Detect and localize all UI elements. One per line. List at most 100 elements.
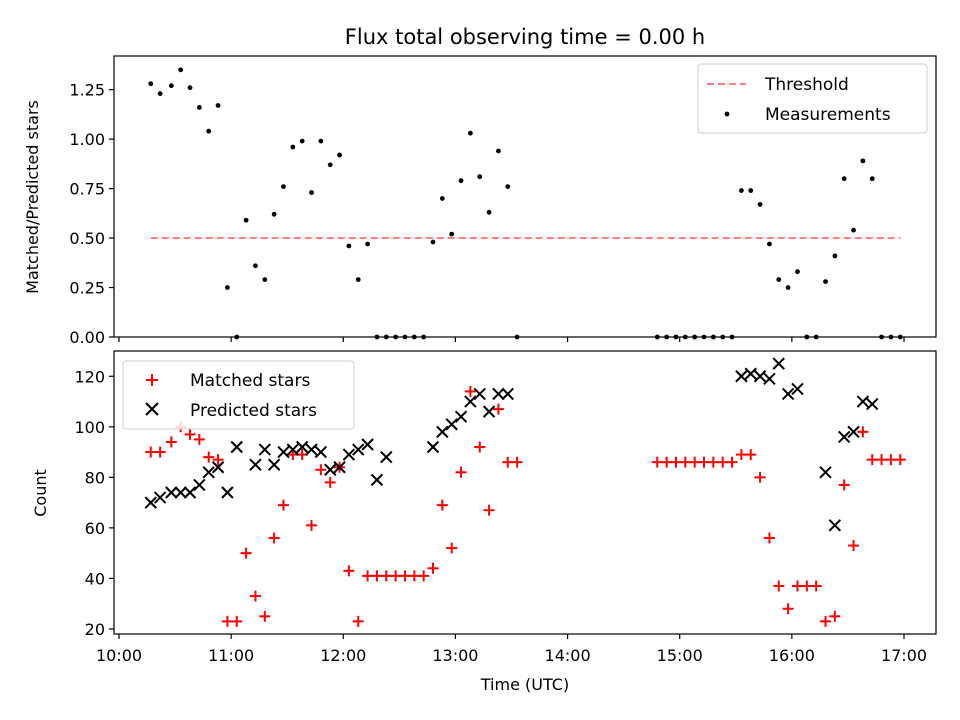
measurement-point (148, 81, 154, 87)
predicted-star-point (866, 397, 879, 411)
predicted-star-point (183, 486, 197, 499)
matched-star-point (240, 547, 252, 559)
predicted-star-point (828, 519, 842, 532)
matched-star-point (876, 454, 888, 466)
matched-star-point (679, 456, 691, 468)
matched-star-point (249, 590, 261, 602)
predicted-star-point (753, 370, 767, 383)
matched-star-point (726, 456, 738, 468)
top-y-tick-label: 0.75 (69, 180, 105, 199)
measurement-point (196, 105, 202, 110)
predicted-star-point (772, 357, 785, 370)
bottom-y-tick-label: 60 (85, 519, 105, 538)
measurement-point (430, 239, 436, 245)
measurement-point (496, 148, 501, 154)
matched-star-point (857, 426, 869, 438)
matched-star-point (885, 454, 897, 466)
x-tick-label: 11:00 (208, 646, 254, 665)
matched-star-point (154, 446, 166, 458)
top-y-tick-label: 0.50 (69, 229, 105, 248)
measurement-point (299, 138, 305, 144)
matched-star-point (145, 446, 157, 458)
x-tick-label: 13:00 (432, 646, 478, 665)
predicted-star-point (333, 461, 346, 474)
predicted-star-point (501, 387, 514, 401)
measurement-point (785, 285, 791, 290)
matched-star-point (829, 610, 841, 622)
matched-star-point (763, 532, 775, 544)
matched-star-point (717, 456, 729, 468)
measurement-point (449, 231, 455, 237)
matched-star-point (773, 580, 785, 592)
bottom-legend: Matched stars Predicted stars (122, 360, 355, 430)
matched-star-point (651, 456, 663, 468)
matched-star-point (221, 615, 233, 627)
predicted-star-point (426, 440, 440, 454)
predicted-star-point (295, 440, 309, 454)
matched-star-point (838, 479, 850, 491)
predicted-star-point (258, 443, 271, 456)
legend-predicted-label: Predicted stars (190, 401, 317, 421)
measurement-point (869, 176, 875, 182)
bottom-legend-box (122, 360, 355, 430)
legend-measurements-label: Measurements (765, 105, 891, 125)
matched-star-point (446, 542, 458, 554)
predicted-star-point (267, 458, 281, 471)
matched-star-point (502, 456, 514, 468)
matched-star-point (492, 403, 504, 415)
matched-star-point (670, 456, 682, 468)
bottom-y-tick-label: 100 (74, 418, 105, 437)
matched-star-point (352, 615, 364, 627)
matched-star-point (698, 456, 710, 468)
matched-star-point (782, 603, 794, 615)
matched-star-point (427, 562, 439, 574)
measurement-point (458, 178, 464, 184)
matched-star-point (315, 464, 327, 476)
matched-star-point (212, 454, 224, 466)
matched-star-point (866, 454, 878, 466)
measurement-point (795, 269, 800, 275)
x-tick-label: 14:00 (545, 646, 591, 665)
predicted-star-point (436, 425, 449, 439)
measurement-point (486, 209, 492, 215)
counts-panel: 20 40 60 80 100 120 10:00 11:00 12:00 13:00 14:00… (31, 350, 937, 694)
measurement-point (505, 184, 511, 190)
bottom-y-tick-label: 40 (85, 569, 105, 588)
measurement-point (776, 277, 782, 283)
matched-star-point (324, 476, 336, 488)
measurement-point (215, 103, 221, 108)
predicted-star-point (445, 418, 458, 431)
matched-star-point (390, 570, 402, 582)
measurement-point (832, 253, 838, 259)
matched-star-point (661, 456, 673, 468)
measurement-point (168, 83, 174, 89)
matched-star-point (418, 570, 430, 582)
predicted-star-point (763, 372, 776, 386)
measurement-point (851, 227, 856, 233)
predicted-star-point (380, 450, 393, 464)
measurement-point (467, 130, 473, 136)
bottom-y-axis-ticks: 20 40 60 80 100 120 (74, 367, 114, 639)
top-plot-frame (113, 55, 937, 338)
matched-star-point (203, 451, 215, 463)
matched-star-point (277, 499, 289, 511)
measurement-point (355, 277, 361, 283)
predicted-star-point (305, 443, 318, 456)
predicted-star-point (744, 367, 757, 380)
predicted-star-point (211, 461, 225, 474)
top-y-tick-label: 1.00 (69, 130, 105, 149)
measurement-point (318, 138, 324, 144)
measurement-point (187, 85, 193, 91)
measurement-point (841, 176, 847, 182)
bottom-y-tick-label: 20 (85, 620, 105, 639)
matched-star-point (399, 570, 411, 582)
matched-star-point (362, 570, 374, 582)
predicted-star-point (856, 395, 870, 408)
predicted-star-point (323, 463, 337, 476)
matched-star-point (689, 456, 701, 468)
predicted-star-point (174, 486, 187, 499)
top-y-axis-ticks: 0.00 0.25 0.50 0.75 1.00 1.25 (69, 81, 114, 347)
predicted-star-point (454, 410, 468, 423)
measurement-point (290, 144, 296, 150)
